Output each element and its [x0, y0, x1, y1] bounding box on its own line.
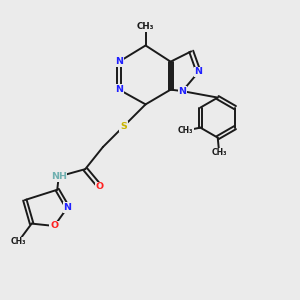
Text: CH₃: CH₃ [212, 148, 227, 158]
Text: CH₃: CH₃ [10, 237, 26, 246]
Text: CH₃: CH₃ [137, 22, 154, 31]
Text: S: S [120, 122, 127, 131]
Text: N: N [178, 87, 186, 96]
Text: N: N [195, 68, 203, 76]
Text: N: N [115, 57, 123, 66]
Text: O: O [96, 182, 104, 191]
Text: NH: NH [51, 172, 67, 181]
Text: CH₃: CH₃ [178, 126, 194, 135]
Text: N: N [115, 85, 123, 94]
Text: O: O [50, 221, 58, 230]
Text: N: N [64, 203, 72, 212]
